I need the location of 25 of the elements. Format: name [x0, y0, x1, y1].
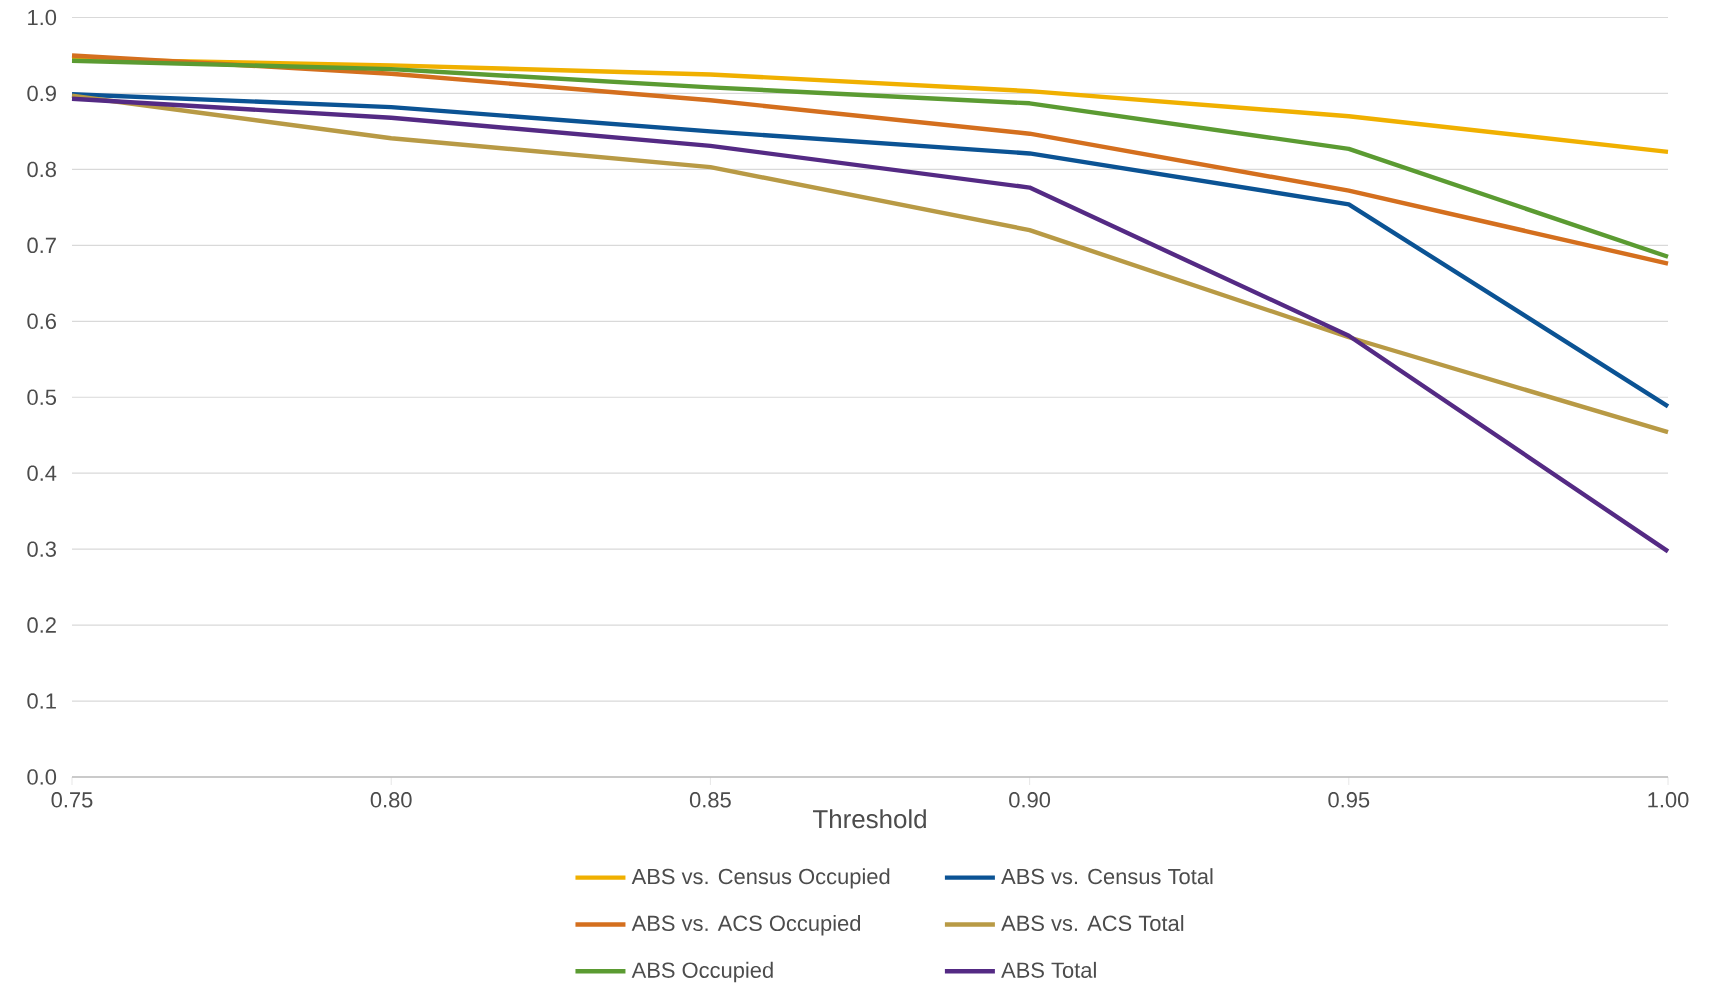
- x-tick-label: 0.90: [1009, 792, 1051, 808]
- x-axis-title: Threshold: [813, 809, 926, 829]
- y-tick-label: 0.6: [27, 313, 56, 330]
- x-tick-label: 0.95: [1328, 792, 1370, 808]
- x-tick-label: 0.85: [689, 792, 731, 808]
- y-tick-label: 0.4: [27, 465, 57, 481]
- legend-label: ABS vs. ACS Total: [1001, 915, 1184, 932]
- y-tick-label: 0.2: [27, 617, 56, 633]
- legend-label: ABS vs. Census Occupied: [631, 868, 890, 889]
- y-tick-label: 0.0: [27, 769, 57, 785]
- legend-label: ABS Total: [1001, 961, 1096, 978]
- y-tick-label: 0.3: [27, 541, 56, 557]
- x-tick-label: 1.00: [1648, 792, 1689, 808]
- y-tick-label: 0.5: [27, 389, 57, 406]
- legend-label: ABS vs. ACS Occupied: [631, 915, 861, 936]
- y-tick-label: 1.0: [28, 9, 57, 26]
- y-tick-label: 0.9: [27, 85, 56, 102]
- legend-label: ABS Occupied: [631, 961, 773, 983]
- x-tick-label: 0.80: [370, 792, 412, 808]
- y-tick-label: 0.1: [27, 693, 56, 709]
- y-tick-label: 0.7: [27, 237, 56, 254]
- y-tick-label: 0.8: [27, 161, 56, 178]
- x-tick-label: 0.75: [51, 792, 93, 808]
- legend-label: ABS vs. Census Total: [1001, 868, 1213, 885]
- line-series: [69, 96, 1671, 554]
